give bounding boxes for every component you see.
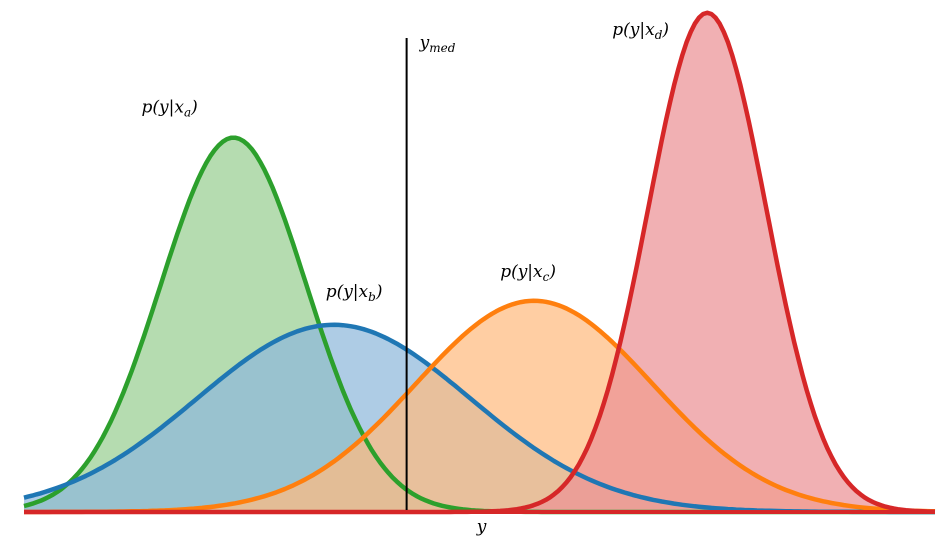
series-labels: p(y|xa) p(y|xb) p(y|xc) p(y|xd) bbox=[142, 20, 670, 304]
x-axis-label: y bbox=[476, 517, 487, 537]
series-label-b: p(y|xb) bbox=[326, 282, 383, 304]
density-fills bbox=[24, 12, 935, 513]
series-label-c: p(y|xc) bbox=[500, 262, 556, 284]
density-fill-d bbox=[24, 12, 935, 513]
median-label-sub: med bbox=[429, 41, 455, 55]
median-label-main: y bbox=[419, 33, 430, 53]
median-label: ymed bbox=[419, 33, 456, 55]
series-label-d: p(y|xd) bbox=[612, 20, 669, 42]
series-label-a: p(y|xa) bbox=[142, 98, 198, 120]
